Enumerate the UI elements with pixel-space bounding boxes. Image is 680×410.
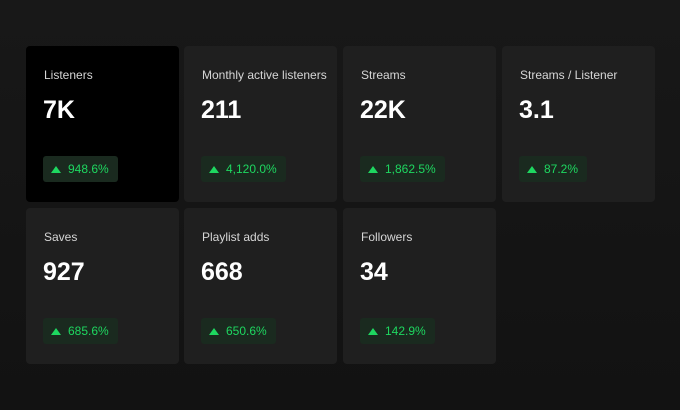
stat-value: 34 [360,258,388,286]
up-arrow [368,327,378,335]
stat-label: Listeners [44,68,93,82]
stat-label: Streams / Listener [520,68,618,82]
stat-label: Streams [361,68,406,82]
up-arrow [51,327,61,335]
up-arrow [527,165,537,173]
stat-value: 3.1 [519,96,554,124]
stat-value: 668 [201,258,243,286]
change-badge: 4,120.0% [201,156,286,182]
stat-value: 927 [43,258,85,286]
stat-value: 211 [201,96,242,124]
stat-label: Followers [361,230,413,244]
up-arrow [209,165,219,173]
up-arrow [209,327,219,335]
change-text: 4,120.0% [226,162,277,176]
change-text: 142.9% [385,324,426,338]
stat-value: 7K [43,96,75,124]
stat-card[interactable]: Streams / Listener 3.1 87.2% [502,46,655,202]
change-text: 948.6% [68,162,109,176]
stat-card[interactable]: Listeners 7K 948.6% [26,46,179,202]
change-badge: 685.6% [43,318,118,344]
stat-card[interactable]: Followers 34 142.9% [343,208,496,364]
change-text: 685.6% [68,324,109,338]
change-badge: 142.9% [360,318,435,344]
stat-card[interactable]: Playlist adds 668 650.6% [184,208,337,364]
change-badge: 650.6% [201,318,276,344]
stat-value: 22K [360,96,406,124]
stat-card[interactable]: Streams 22K 1,862.5% [343,46,496,202]
change-badge: 87.2% [519,156,588,182]
up-arrow [51,165,61,173]
change-badge: 1,862.5% [360,156,445,182]
change-badge: 948.6% [43,156,118,182]
up-arrow [368,165,378,173]
stat-label: Monthly active listeners [202,68,327,82]
stat-label: Saves [44,230,78,244]
change-text: 1,862.5% [385,162,436,176]
change-text: 87.2% [544,162,579,176]
stat-label: Playlist adds [202,230,270,244]
stat-card[interactable]: Monthly active listeners 211 4,120.0% [184,46,337,202]
stat-card[interactable]: Saves 927 685.6% [26,208,179,364]
change-text: 650.6% [226,324,267,338]
